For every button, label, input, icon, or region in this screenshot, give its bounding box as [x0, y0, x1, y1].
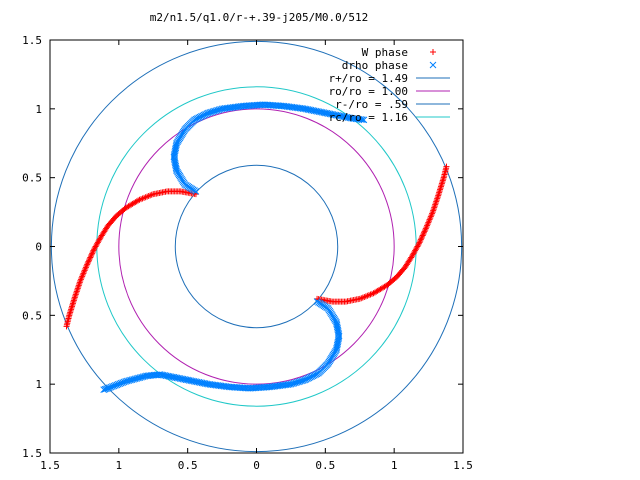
x-tick-label-4: 0.5 — [315, 459, 335, 472]
x-tick-label-6: 1.5 — [453, 459, 473, 472]
x-tick-label-0: 1.5 — [40, 459, 60, 472]
point-0-1-110 — [433, 197, 440, 204]
y-tick-label-0: 1.5 — [22, 447, 42, 460]
legend-label-5: rc/ro = 1.16 — [329, 111, 408, 124]
point-0-1-83 — [417, 236, 424, 243]
point-0-1-132 — [443, 163, 450, 170]
point-0-1-81 — [416, 239, 423, 246]
circle-series-3 — [118, 108, 395, 385]
point-0-0-81 — [90, 247, 97, 254]
point-1-1-193 — [101, 385, 109, 393]
y-tick-label-3: 0 — [35, 241, 42, 254]
legend-label-2: r+/ro = 1.49 — [329, 72, 408, 85]
point-0-1-106 — [431, 203, 438, 210]
y-tick-label-4: 0.5 — [22, 172, 42, 185]
point-0-1-80 — [415, 240, 422, 247]
point-0-1-82 — [417, 237, 424, 244]
point-0-1-88 — [420, 229, 427, 236]
phase-points — [63, 101, 450, 394]
legend-marker-1 — [429, 61, 437, 69]
point-0-1-89 — [421, 228, 428, 235]
y-tick-label-1: 1 — [35, 378, 42, 391]
legend-label-0: W phase — [362, 46, 408, 59]
legend-marker-0 — [430, 49, 436, 55]
legend-label-3: ro/ro = 1.00 — [329, 85, 408, 98]
x-tick-label-5: 1 — [391, 459, 398, 472]
point-0-0-79 — [91, 244, 98, 251]
point-0-1-84 — [418, 235, 425, 242]
point-0-0-132 — [63, 323, 70, 330]
point-1-0-164 — [360, 116, 368, 124]
point-0-0-110 — [73, 289, 80, 296]
x-tick-label-1: 1 — [116, 459, 123, 472]
point-0-0-109 — [73, 288, 80, 295]
point-0-0-84 — [88, 251, 95, 258]
point-0-0-88 — [86, 257, 93, 264]
point-0-1-90 — [422, 226, 429, 233]
point-0-1-86 — [419, 232, 426, 239]
x-tick-label-3: 0 — [253, 459, 260, 472]
point-0-0-85 — [87, 253, 94, 260]
point-0-0-80 — [91, 246, 98, 253]
circle-series-5 — [96, 86, 417, 407]
circle-series-4 — [174, 164, 339, 329]
point-0-0-105 — [75, 282, 82, 289]
point-0-1-105 — [431, 204, 438, 211]
point-0-0-108 — [74, 286, 81, 293]
point-0-0-106 — [75, 283, 82, 290]
point-0-1-112 — [434, 194, 441, 201]
point-0-1-85 — [419, 233, 426, 240]
point-0-1-111 — [434, 195, 441, 202]
y-tick-label-2: 0.5 — [22, 309, 42, 322]
point-0-0-112 — [72, 292, 79, 299]
point-1-0-163 — [358, 116, 366, 124]
point-0-0-89 — [85, 258, 92, 265]
point-0-1-87 — [420, 231, 427, 238]
x-tick-label-2: 0.5 — [178, 459, 198, 472]
point-0-1-79 — [415, 242, 422, 249]
chart-title: m2/n1.5/q1.0/r-+.39-j205/M0.0/512 — [150, 11, 369, 24]
legend-label-1: drho phase — [342, 59, 408, 72]
point-0-0-83 — [89, 250, 96, 257]
point-1-1-194 — [100, 386, 108, 394]
point-0-0-82 — [89, 249, 96, 256]
point-0-0-87 — [86, 255, 93, 262]
y-tick-label-6: 1.5 — [22, 34, 42, 47]
point-0-0-111 — [72, 291, 79, 298]
y-tick-label-5: 1 — [35, 103, 42, 116]
point-0-1-108 — [432, 200, 439, 207]
point-0-0-107 — [74, 285, 81, 292]
point-0-1-109 — [433, 198, 440, 205]
legend-label-4: r-/ro = .59 — [335, 98, 408, 111]
point-0-0-86 — [87, 254, 94, 261]
point-0-1-107 — [432, 201, 439, 208]
point-0-0-90 — [84, 260, 91, 267]
axis-ticks: 1.5 1 0.5 0 0.5 1 1.51.510.500.511.5 — [22, 34, 473, 472]
